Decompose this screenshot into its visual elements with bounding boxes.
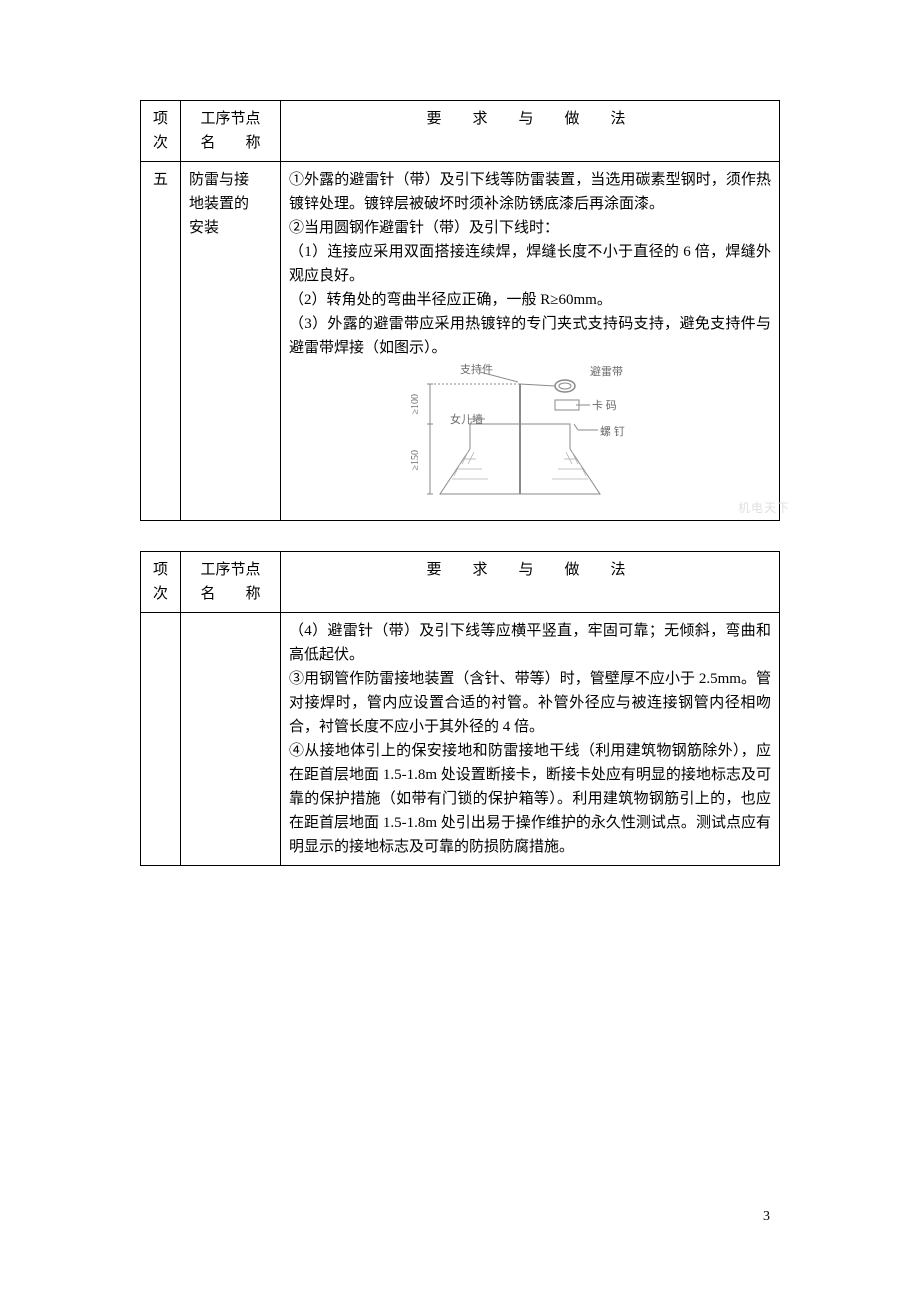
table-2-row: （4）避雷针（带）及引下线等应横平竖直，牢固可靠；无倾斜，弯曲和高低起伏。 ③用… xyxy=(141,613,780,866)
col-header-name: 工序节点 名 称 xyxy=(181,101,281,162)
header2-desc: 要 求 与 做 法 xyxy=(426,562,633,578)
desc-p1: ①外露的避雷针（带）及引下线等防雷装置，当选用碳素型钢时，须作热镀锌处理。镀锌层… xyxy=(289,168,771,216)
desc-p2: ②当用圆钢作避雷针（带）及引下线时： xyxy=(289,216,771,240)
cell-desc: ①外露的避雷针（带）及引下线等防雷装置，当选用碳素型钢时，须作热镀锌处理。镀锌层… xyxy=(281,162,780,521)
watermark: 机电天下 xyxy=(738,499,790,518)
cell-name-2 xyxy=(181,613,281,866)
cell-name-l3: 安装 xyxy=(189,216,272,240)
col-header-seq: 项 次 xyxy=(141,101,181,162)
cell-seq-2 xyxy=(141,613,181,866)
header2-name-l1: 工序节点 xyxy=(189,558,272,582)
diagram-label-support: 支持件 xyxy=(460,362,493,380)
page-number: 3 xyxy=(140,1206,770,1228)
header-name-l1: 工序节点 xyxy=(189,107,272,131)
cell-name: 防雷与接 地装置的 安装 xyxy=(181,162,281,521)
desc-p5: （3）外露的避雷带应采用热镀锌的专门夹式支持码支持，避免支持件与避雷带焊接（如图… xyxy=(289,312,771,360)
diagram-label-wall: 女儿墙 xyxy=(450,412,483,430)
cell-seq: 五 xyxy=(141,162,181,521)
table-2-header-row: 项 次 工序节点 名 称 要 求 与 做 法 xyxy=(141,552,780,613)
support-diagram: 支持件 避雷带 卡 码 女儿墙 螺 钉 ≥100 ≥150 机电天下 xyxy=(390,364,670,514)
col-header-desc-2: 要 求 与 做 法 xyxy=(281,552,780,613)
header-seq-l1: 项 xyxy=(149,107,172,131)
diagram-label-clip: 卡 码 xyxy=(592,398,617,416)
header2-seq-l2: 次 xyxy=(149,582,172,606)
diagram-svg xyxy=(390,364,670,514)
header-name-l2: 名 称 xyxy=(189,131,272,155)
diagram-label-belt: 避雷带 xyxy=(590,364,623,382)
header-seq-l2: 次 xyxy=(149,131,172,155)
col-header-seq-2: 项 次 xyxy=(141,552,181,613)
col-header-desc: 要 求 与 做 法 xyxy=(281,101,780,162)
diagram-dim-top: ≥100 xyxy=(408,394,424,415)
header2-seq-l1: 项 xyxy=(149,558,172,582)
desc2-p3: ④从接地体引上的保安接地和防雷接地干线（利用建筑物钢筋除外），应在距首层地面 1… xyxy=(289,739,771,859)
header2-name-l2: 名 称 xyxy=(189,582,272,606)
desc-p4: （2）转角处的弯曲半径应正确，一般 R≥60mm。 xyxy=(289,288,771,312)
desc2-p2: ③用钢管作防雷接地装置（含针、带等）时，管壁厚不应小于 2.5mm。管对接焊时，… xyxy=(289,667,771,739)
header-desc: 要 求 与 做 法 xyxy=(426,111,633,127)
cell-name-l2: 地装置的 xyxy=(189,192,272,216)
cell-desc-2: （4）避雷针（带）及引下线等应横平竖直，牢固可靠；无倾斜，弯曲和高低起伏。 ③用… xyxy=(281,613,780,866)
table-1-header-row: 项 次 工序节点 名 称 要 求 与 做 法 xyxy=(141,101,780,162)
diagram-dim-bottom: ≥150 xyxy=(408,450,424,471)
cell-name-l1: 防雷与接 xyxy=(189,168,272,192)
table-1: 项 次 工序节点 名 称 要 求 与 做 法 五 防雷与接 地装置的 安装 xyxy=(140,100,780,521)
table-2: 项 次 工序节点 名 称 要 求 与 做 法 （4）避雷针（带）及引下线等应横平… xyxy=(140,551,780,866)
desc-p3: （1）连接应采用双面搭接连续焊，焊缝长度不小于直径的 6 倍，焊缝外观应良好。 xyxy=(289,240,771,288)
col-header-name-2: 工序节点 名 称 xyxy=(181,552,281,613)
desc2-p1: （4）避雷针（带）及引下线等应横平竖直，牢固可靠；无倾斜，弯曲和高低起伏。 xyxy=(289,619,771,667)
table-1-row: 五 防雷与接 地装置的 安装 ①外露的避雷针（带）及引下线等防雷装置，当选用碳素… xyxy=(141,162,780,521)
diagram-label-screw: 螺 钉 xyxy=(600,424,625,442)
